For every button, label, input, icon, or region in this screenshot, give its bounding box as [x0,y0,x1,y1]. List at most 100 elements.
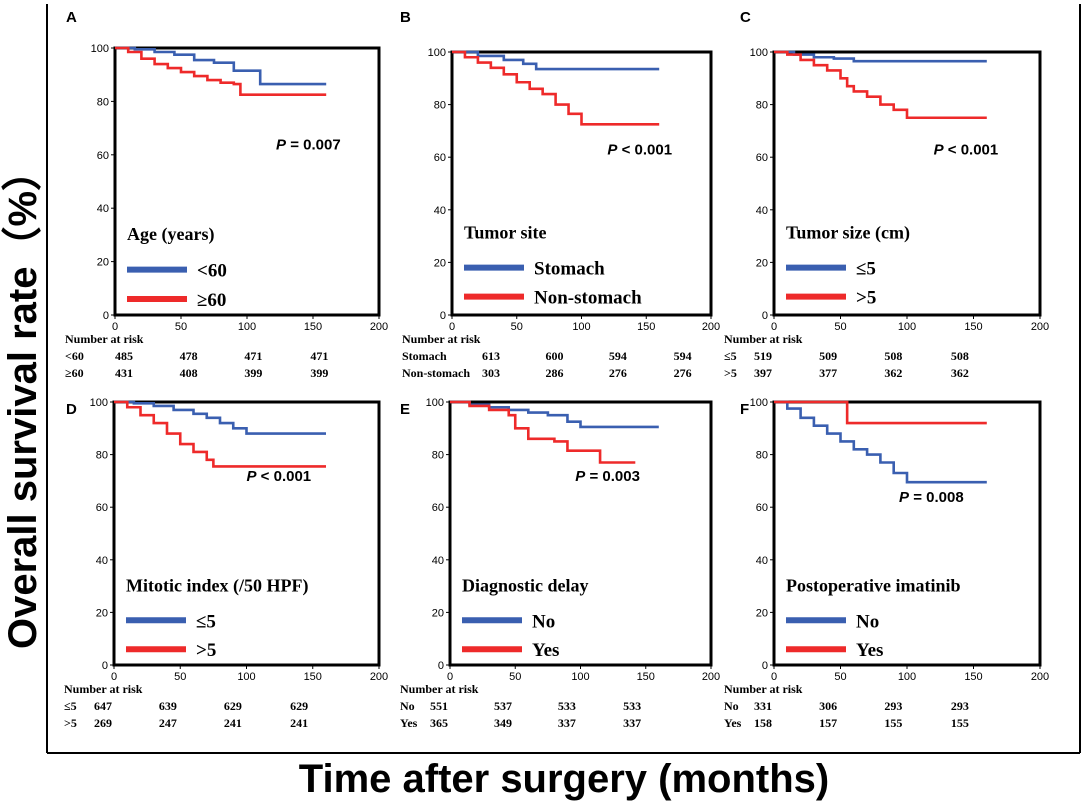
risk-value: 337 [558,716,576,730]
legend-label-0: Stomach [534,259,605,280]
risk-value: 639 [159,699,177,713]
y-tick-label: 100 [428,47,446,59]
risk-value: 594 [674,349,692,363]
y-tick-label: 100 [426,397,444,409]
p-value: P = 0.007 [276,136,341,153]
risk-table-header: Number at risk [64,682,143,696]
risk-row-label: Yes [724,716,742,730]
y-tick-label: 80 [756,100,768,112]
y-tick-label: 20 [756,607,768,619]
panel-e: E 0 20 40 60 80 100 0 50 100 150 200 P = 0.003 Diagno… [400,397,720,730]
risk-value: 293 [884,699,902,713]
x-tick-label: 200 [702,321,720,333]
risk-table-header: Number at risk [402,332,481,346]
legend-label-0: No [532,611,555,632]
risk-value: 537 [494,699,512,713]
series-line-0 [452,50,660,71]
risk-value: 551 [430,699,448,713]
risk-row-label: No [724,699,739,713]
risk-value: 331 [754,699,772,713]
x-tick-label: 50 [509,671,521,683]
y-tick-label: 60 [434,152,446,164]
risk-row-label: <60 [65,349,84,363]
series-line-1 [450,400,636,464]
series-line-1 [114,400,326,468]
x-tick-label: 50 [511,321,523,333]
plot-frame [112,400,381,667]
x-tick-label: 100 [571,671,589,683]
x-tick-label: 0 [447,671,453,683]
risk-value: 431 [115,366,133,380]
risk-value: 647 [94,699,112,713]
y-tick-label: 40 [96,555,108,567]
legend-label-1: >5 [856,288,876,309]
series-line-0 [115,46,327,86]
plot-frame [772,400,1042,667]
risk-value: 377 [819,366,837,380]
panel-d: D 0 20 40 60 80 100 0 50 100 150 200 P < 0.001 Mitoti… [64,397,388,730]
risk-value: 349 [494,716,512,730]
risk-row-label: Non-stomach [402,366,470,380]
x-tick-label: 150 [304,321,322,333]
risk-value: 508 [884,349,902,363]
y-tick-label: 40 [432,555,444,567]
risk-value: 241 [290,716,308,730]
x-tick-label: 150 [637,321,655,333]
plot-frame [772,50,1042,317]
series-line-0 [450,400,659,429]
y-tick-label: 40 [756,205,768,217]
x-tick-label: 0 [112,321,118,333]
risk-value: 600 [545,349,563,363]
legend-label-0: No [856,611,879,632]
panel-c: C 0 20 40 60 80 100 0 50 100 150 200 P < 0.001 Tumor … [724,9,1049,380]
risk-table-header: Number at risk [65,332,144,346]
legend-label-0: ≤5 [196,611,216,632]
risk-value: 471 [244,349,262,363]
panel-b: B 0 20 40 60 80 100 0 50 100 150 200 P < 0.001 Tumor … [400,9,720,380]
risk-value: 286 [545,366,563,380]
x-tick-label: 0 [449,321,455,333]
series-line-1 [115,46,327,97]
risk-value: 365 [430,716,448,730]
risk-value: 157 [819,716,837,730]
y-tick-label: 100 [750,47,768,59]
risk-table-header: Number at risk [724,682,803,696]
y-tick-label: 40 [434,205,446,217]
x-tick-label: 0 [771,671,777,683]
risk-value: 155 [884,716,902,730]
y-tick-label: 60 [756,152,768,164]
x-tick-label: 50 [174,671,186,683]
y-tick-label: 100 [750,397,768,409]
x-tick-label: 200 [370,671,388,683]
y-tick-label: 0 [103,310,109,322]
x-tick-label: 150 [304,671,322,683]
panel-a: A 0 20 40 60 80 100 0 50 100 150 200 P = 0.007 Age (y… [65,9,388,380]
panel-letter: C [740,9,751,26]
legend-title: Tumor size (cm) [786,223,910,244]
risk-value: 397 [754,366,772,380]
x-tick-label: 150 [964,671,982,683]
p-value: P = 0.003 [575,468,640,485]
legend-title: Diagnostic delay [462,575,589,595]
legend-label-1: Non-stomach [534,288,642,309]
risk-value: 399 [244,366,262,380]
y-tick-label: 60 [96,502,108,514]
legend-title: Age (years) [127,224,214,245]
risk-value: 269 [94,716,112,730]
y-tick-label: 0 [440,310,446,322]
legend-label-1: ≥60 [197,290,226,311]
panel-f: F 0 20 40 60 80 100 0 50 100 150 200 P = 0.008 Postop… [724,397,1049,730]
risk-value: 533 [558,699,576,713]
y-tick-label: 100 [90,397,108,409]
risk-table-header: Number at risk [400,682,479,696]
x-tick-label: 0 [771,321,777,333]
risk-value: 158 [754,716,772,730]
risk-row-label: ≤5 [724,349,737,363]
y-tick-label: 0 [762,310,768,322]
risk-value: 276 [609,366,627,380]
panel-letter: B [400,9,411,26]
y-tick-label: 80 [434,100,446,112]
risk-row-label: >5 [724,366,737,380]
legend-title: Postoperative imatinib [786,575,960,595]
